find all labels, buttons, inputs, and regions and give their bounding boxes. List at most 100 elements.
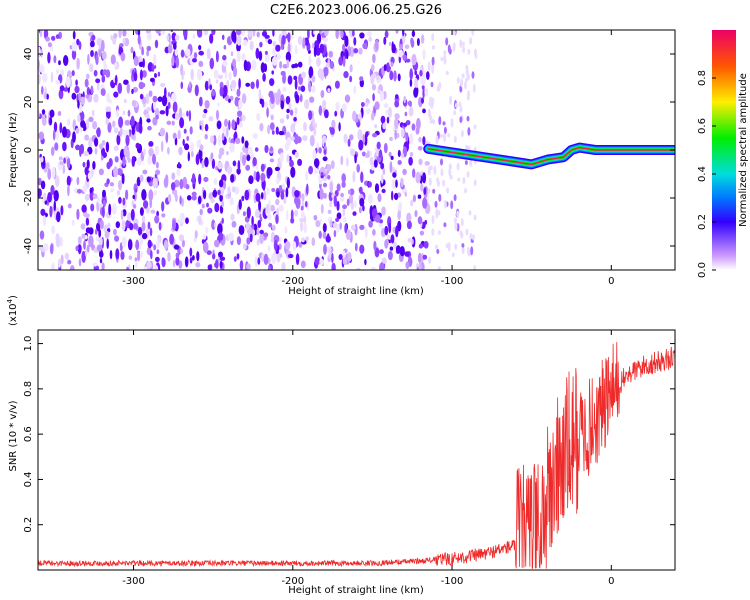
noise-cell — [421, 85, 425, 90]
noise-cell — [76, 208, 80, 220]
noise-cell — [325, 170, 328, 179]
noise-cell — [464, 160, 468, 165]
noise-cell — [303, 221, 307, 234]
noise-cell — [171, 120, 175, 126]
noise-cell — [431, 228, 435, 236]
noise-cell — [143, 148, 146, 156]
noise-cell — [128, 255, 133, 260]
noise-cell — [231, 30, 237, 43]
noise-cell — [286, 210, 289, 221]
noise-cell — [60, 205, 64, 216]
noise-cell — [387, 250, 393, 261]
noise-cell — [278, 204, 284, 212]
noise-cell — [299, 217, 304, 223]
noise-cell — [246, 237, 251, 245]
noise-cell — [422, 197, 428, 209]
noise-cell — [189, 126, 193, 135]
noise-cell — [78, 92, 82, 101]
noise-cell — [178, 234, 185, 242]
noise-cell — [372, 133, 378, 138]
noise-cell — [442, 121, 446, 126]
noise-cell — [165, 105, 169, 117]
noise-cell — [410, 199, 414, 207]
noise-cell — [234, 96, 240, 107]
noise-cell — [171, 92, 177, 102]
noise-cell — [423, 241, 429, 249]
noise-cell — [134, 257, 138, 262]
noise-cell — [62, 141, 67, 152]
noise-cell — [186, 135, 190, 141]
noise-cell — [139, 207, 144, 216]
noise-cell — [218, 251, 223, 258]
noise-cell — [328, 191, 333, 202]
noise-cell — [86, 86, 91, 96]
noise-cell — [197, 195, 202, 205]
noise-cell — [147, 155, 152, 165]
noise-cell — [236, 34, 242, 46]
noise-cell — [372, 229, 376, 236]
noise-cell — [203, 30, 209, 36]
noise-cell — [178, 107, 183, 119]
noise-cell — [259, 123, 264, 132]
noise-cell — [229, 196, 234, 206]
noise-cell — [75, 127, 80, 134]
noise-cell — [107, 222, 111, 229]
noise-cell — [359, 111, 362, 124]
noise-cell — [226, 151, 229, 156]
noise-cell — [251, 215, 254, 227]
noise-cell — [211, 89, 215, 97]
noise-cell — [146, 50, 150, 57]
noise-cell — [343, 71, 349, 79]
noise-cell — [136, 157, 142, 166]
noise-cell — [295, 197, 301, 209]
noise-cell — [445, 37, 449, 46]
noise-cell — [130, 46, 134, 54]
noise-cell — [275, 198, 280, 206]
noise-cell — [392, 172, 397, 178]
noise-cell — [254, 255, 258, 267]
noise-cell — [409, 133, 414, 146]
noise-cell — [406, 212, 412, 224]
noise-cell — [254, 209, 260, 218]
noise-cell — [253, 170, 257, 180]
spectrogram-y-label: Frequency (Hz) — [8, 112, 19, 188]
noise-cell — [294, 107, 298, 115]
noise-cell — [107, 122, 112, 133]
noise-cell — [289, 109, 294, 116]
noise-cell — [332, 222, 338, 229]
noise-cell — [266, 187, 270, 195]
noise-cell — [125, 189, 129, 200]
noise-cell — [84, 193, 90, 201]
noise-cell — [130, 208, 135, 221]
noise-cell — [294, 151, 299, 158]
noise-cell — [427, 61, 431, 72]
noise-cell — [118, 30, 122, 39]
noise-cell — [313, 45, 317, 58]
noise-cell — [133, 55, 139, 67]
noise-cell — [67, 70, 72, 79]
noise-cell — [328, 247, 332, 259]
noise-cell — [465, 144, 469, 151]
noise-cell — [292, 241, 297, 251]
noise-cell — [448, 48, 452, 55]
noise-cell — [39, 156, 44, 163]
noise-cell — [310, 84, 316, 93]
noise-cell — [431, 45, 435, 50]
noise-cell — [395, 225, 399, 238]
noise-cell — [280, 191, 285, 200]
noise-cell — [67, 184, 70, 197]
noise-cell — [407, 100, 412, 107]
noise-cell — [412, 194, 416, 203]
noise-cell — [267, 245, 271, 252]
noise-cell — [322, 231, 327, 239]
noise-cell — [322, 99, 327, 110]
noise-cell — [413, 78, 419, 90]
noise-cell — [149, 77, 155, 83]
noise-cell — [447, 241, 451, 252]
noise-cell — [260, 62, 266, 73]
noise-cell — [180, 64, 184, 76]
noise-cell — [130, 132, 136, 140]
noise-cell — [95, 54, 99, 66]
noise-cell — [360, 171, 364, 183]
colorbar-tick-label: 0.6 — [697, 118, 708, 134]
